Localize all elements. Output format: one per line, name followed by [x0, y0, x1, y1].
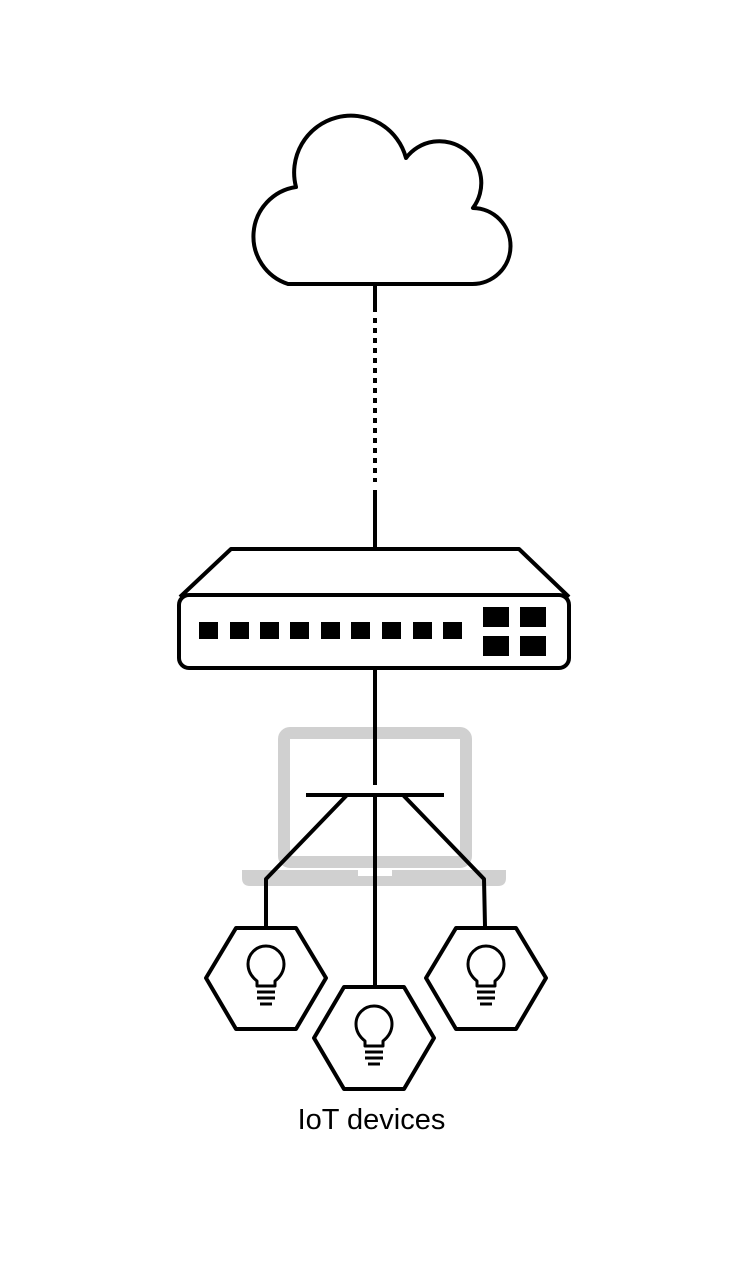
iot-devices-label: IoT devices [297, 1104, 446, 1136]
cloud-icon [251, 113, 513, 287]
iot-device-left [204, 926, 328, 1031]
iot-device-center [312, 985, 436, 1091]
lightbulb-icon [354, 1004, 394, 1066]
iot-device-right [424, 926, 548, 1031]
switch-ports [199, 607, 546, 656]
lightbulb-icon [246, 944, 286, 1006]
network-switch-icon [177, 547, 571, 670]
lightbulb-icon [466, 944, 506, 1006]
device-link-lines [264, 669, 487, 986]
